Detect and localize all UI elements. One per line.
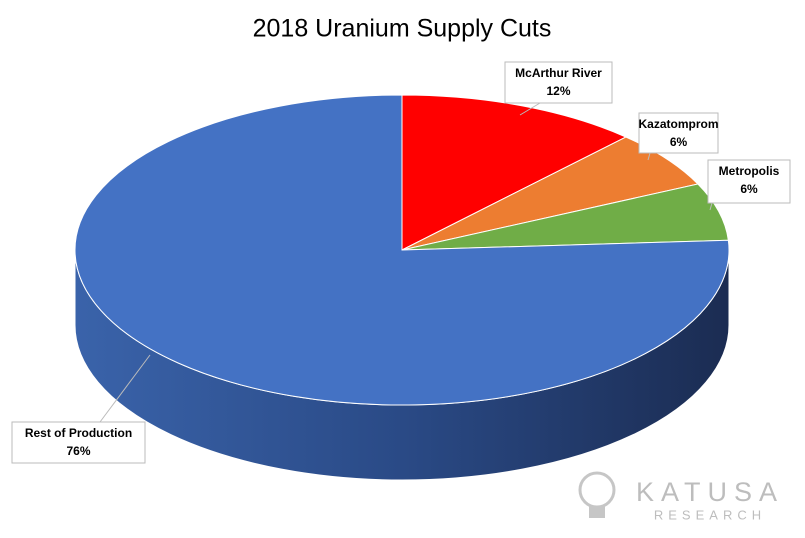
- leader-line: [519, 102, 541, 116]
- pie: [74, 94, 730, 481]
- leader-line: [99, 354, 151, 423]
- label-box: [504, 61, 613, 104]
- logo-name: KATUSA: [636, 477, 784, 507]
- pie-slice: [74, 94, 730, 406]
- logo-subtitle: RESEARCH: [654, 507, 766, 522]
- pie-slice: [401, 136, 699, 251]
- label-box: [11, 421, 146, 464]
- logo: KATUSA RESEARCH: [578, 471, 784, 522]
- pie-slice: [401, 183, 729, 251]
- leader-line: [647, 152, 651, 161]
- logo-base: [589, 506, 605, 518]
- value-label: 76%: [66, 444, 90, 458]
- label-box: [707, 159, 791, 204]
- slice-label: McArthur River: [515, 66, 602, 80]
- slice-label: Metropolis: [719, 164, 780, 178]
- labels: McArthur River 12% Kazatomprom 6% Metropolis…: [11, 61, 791, 464]
- slice-label: Rest of Production: [25, 426, 132, 440]
- value-label: 6%: [670, 135, 688, 149]
- pie-slice: [401, 94, 628, 251]
- value-label: 6%: [740, 182, 758, 196]
- slice-label: Kazatomprom: [638, 117, 718, 131]
- chart-title: 2018 Uranium Supply Cuts: [253, 15, 552, 43]
- leader-line: [709, 202, 713, 211]
- value-label: 12%: [546, 84, 570, 98]
- label-box: [638, 112, 719, 154]
